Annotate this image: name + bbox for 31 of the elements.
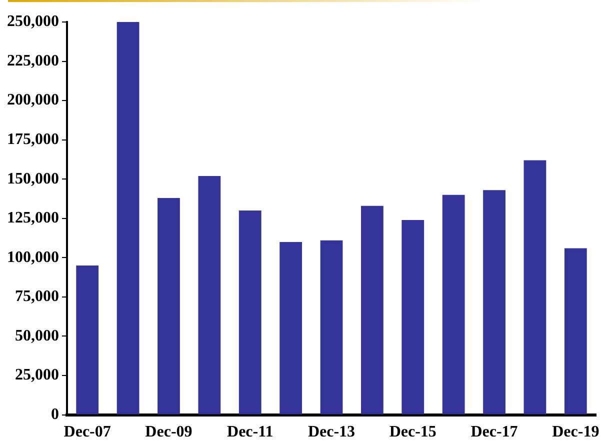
y-tick-label: 50,000: [15, 327, 59, 344]
y-tick-label: 25,000: [15, 366, 59, 384]
y-tick-label: 75,000: [15, 288, 59, 306]
y-tick-label: 225,000: [7, 52, 59, 70]
bar: [442, 194, 465, 414]
x-tick-label: Dec-11: [227, 424, 274, 441]
x-tick-label: Dec-15: [389, 424, 436, 441]
y-tick-label: 250,000: [7, 13, 59, 30]
bar: [361, 206, 384, 414]
y-tick-label: 0: [51, 406, 59, 423]
bar: [76, 266, 99, 414]
bar: [280, 242, 302, 414]
bar: [116, 22, 140, 414]
y-tick-label: 100,000: [7, 248, 59, 266]
y-tick-label: 125,000: [7, 210, 59, 227]
bar: [238, 210, 262, 414]
x-tick-label: Dec-19: [552, 424, 600, 441]
bar: [402, 220, 424, 414]
bar: [483, 190, 506, 414]
bar: [198, 176, 221, 414]
y-tick-label: 200,000: [7, 92, 59, 109]
bar: [158, 198, 180, 414]
bar: [564, 248, 587, 414]
y-tick-label: 150,000: [7, 170, 59, 188]
bar: [320, 240, 343, 414]
x-tick-label: Dec-07: [64, 424, 111, 441]
x-tick-label: Dec-09: [145, 424, 192, 441]
x-tick-label: Dec-13: [308, 424, 356, 441]
x-tick-label: Dec-17: [470, 424, 518, 441]
y-tick-label: 175,000: [7, 130, 59, 148]
bar: [524, 160, 546, 414]
